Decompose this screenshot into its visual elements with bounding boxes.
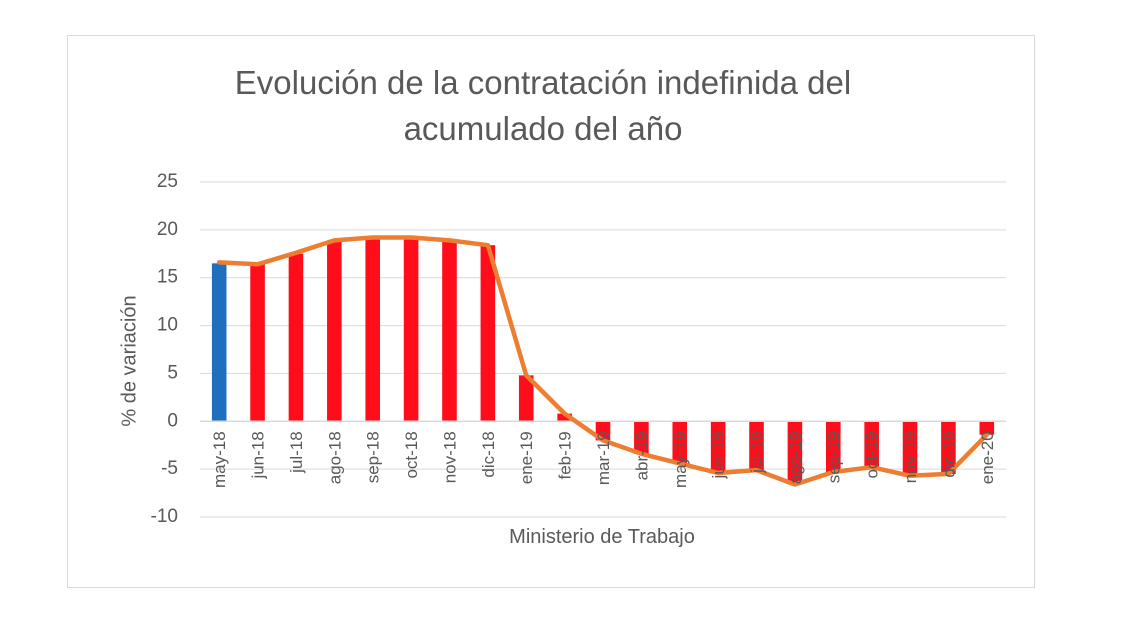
bar	[864, 421, 879, 468]
x-tick-label: ene-20	[978, 431, 997, 484]
y-tick-label: 25	[157, 171, 178, 192]
chart-frame: Evolución de la contratación indefinida …	[67, 35, 1035, 588]
y-axis-title: % de variación	[118, 295, 140, 426]
x-tick-label: ago-18	[325, 431, 344, 484]
y-tick-label: -10	[151, 506, 178, 527]
x-tick-label: jun-19	[709, 431, 728, 479]
chart: Evolución de la contratación indefinida …	[118, 64, 1006, 548]
y-tick-label: 15	[157, 267, 178, 288]
y-tick-label: 10	[157, 315, 178, 336]
bar	[672, 421, 688, 464]
x-tick-label: dic-18	[479, 431, 498, 477]
bar	[288, 253, 304, 422]
bar	[480, 245, 496, 422]
bar	[787, 421, 803, 485]
bar	[365, 237, 381, 422]
bar	[557, 413, 572, 422]
x-tick-label: oct-19	[863, 431, 882, 478]
x-tick-label: nov-19	[901, 431, 920, 483]
bar	[710, 421, 726, 473]
x-axis-ticks: may-18 jun-18 jul-18 ago-18 sep-18 oct-18 nov-…	[210, 431, 997, 488]
bar	[941, 421, 956, 474]
y-tick-label: 20	[157, 219, 178, 240]
x-tick-label: jul-18	[287, 431, 306, 474]
chart-title-line-2: acumulado del año	[404, 110, 683, 147]
x-tick-label: sep-18	[364, 431, 383, 483]
bar	[250, 264, 265, 422]
x-tick-label: may-19	[671, 431, 690, 488]
x-tick-label: dic-19	[939, 431, 958, 477]
chart-title-line-1: Evolución de la contratación indefinida …	[235, 64, 851, 101]
x-tick-label: ago-19	[786, 431, 805, 484]
x-tick-label: sep-19	[824, 431, 843, 483]
x-tick-label: oct-18	[402, 431, 421, 478]
bar	[518, 375, 534, 422]
series-line	[216, 235, 990, 487]
bar	[634, 421, 649, 454]
bar	[211, 263, 227, 422]
y-tick-label: -5	[161, 458, 178, 479]
y-tick-label: 0	[167, 410, 178, 431]
x-tick-label: jun-18	[249, 431, 268, 479]
x-tick-label: feb-19	[556, 431, 575, 479]
x-axis-title: Ministerio de Trabajo	[509, 526, 695, 548]
bar	[902, 421, 918, 476]
bar	[327, 240, 342, 422]
x-tick-label: may-18	[210, 431, 229, 488]
bar	[749, 421, 764, 471]
y-axis-ticks: 25 20 15 10 5 0 -5 -10	[151, 171, 178, 527]
x-tick-label: jul-19	[748, 431, 767, 474]
bars	[211, 237, 995, 485]
bar	[979, 421, 995, 435]
x-tick-label: mar-19	[594, 431, 613, 485]
series-line-group	[216, 235, 990, 487]
x-tick-label: abr-19	[632, 431, 651, 480]
y-tick-label: 5	[167, 362, 178, 383]
x-tick-label: ene-19	[517, 431, 536, 484]
bar	[825, 421, 841, 473]
bar	[442, 240, 457, 422]
bar	[403, 237, 419, 422]
x-tick-label: nov-18	[440, 431, 459, 483]
